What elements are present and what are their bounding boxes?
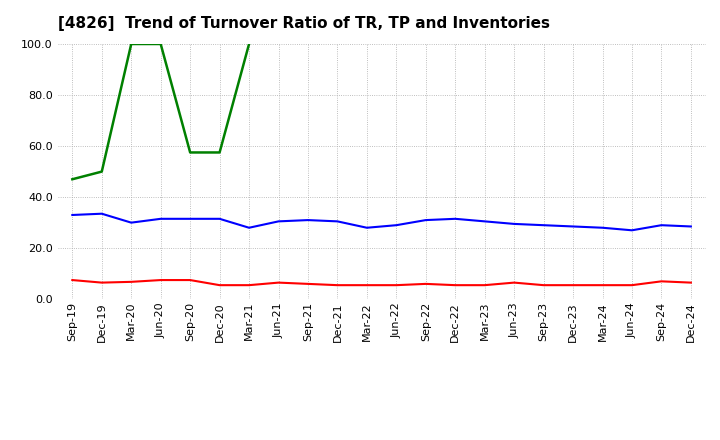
Trade Receivables <box>392 282 400 288</box>
Trade Payables <box>274 219 283 224</box>
Inventories <box>97 169 106 174</box>
Trade Receivables <box>215 282 224 288</box>
Line: Trade Receivables: Trade Receivables <box>72 280 691 285</box>
Inventories <box>245 41 253 47</box>
Trade Payables <box>304 217 312 223</box>
Trade Receivables <box>97 280 106 285</box>
Inventories <box>156 41 165 47</box>
Inventories <box>68 176 76 182</box>
Trade Payables <box>363 225 372 231</box>
Inventories <box>215 150 224 155</box>
Trade Receivables <box>127 279 135 285</box>
Trade Payables <box>421 217 430 223</box>
Trade Receivables <box>480 282 489 288</box>
Trade Payables <box>510 221 518 227</box>
Trade Receivables <box>451 282 459 288</box>
Trade Payables <box>186 216 194 221</box>
Trade Payables <box>333 219 342 224</box>
Trade Receivables <box>274 280 283 285</box>
Trade Receivables <box>333 282 342 288</box>
Trade Receivables <box>687 280 696 285</box>
Trade Receivables <box>628 282 636 288</box>
Inventories <box>127 41 135 47</box>
Trade Payables <box>539 223 548 228</box>
Trade Receivables <box>510 280 518 285</box>
Trade Payables <box>480 219 489 224</box>
Trade Receivables <box>598 282 607 288</box>
Trade Payables <box>451 216 459 221</box>
Trade Receivables <box>304 281 312 286</box>
Trade Receivables <box>363 282 372 288</box>
Trade Receivables <box>186 278 194 283</box>
Trade Receivables <box>539 282 548 288</box>
Trade Receivables <box>245 282 253 288</box>
Inventories <box>186 150 194 155</box>
Trade Receivables <box>156 278 165 283</box>
Trade Payables <box>245 225 253 231</box>
Trade Payables <box>68 213 76 218</box>
Trade Payables <box>127 220 135 225</box>
Trade Payables <box>97 211 106 216</box>
Trade Payables <box>598 225 607 231</box>
Trade Payables <box>156 216 165 221</box>
Trade Payables <box>215 216 224 221</box>
Text: [4826]  Trend of Turnover Ratio of TR, TP and Inventories: [4826] Trend of Turnover Ratio of TR, TP… <box>58 16 549 31</box>
Line: Inventories: Inventories <box>72 44 249 179</box>
Trade Payables <box>569 224 577 229</box>
Trade Payables <box>392 223 400 228</box>
Trade Payables <box>687 224 696 229</box>
Trade Receivables <box>421 281 430 286</box>
Trade Payables <box>657 223 666 228</box>
Trade Receivables <box>569 282 577 288</box>
Trade Payables <box>628 227 636 233</box>
Trade Receivables <box>657 279 666 284</box>
Trade Receivables <box>68 278 76 283</box>
Line: Trade Payables: Trade Payables <box>72 214 691 230</box>
